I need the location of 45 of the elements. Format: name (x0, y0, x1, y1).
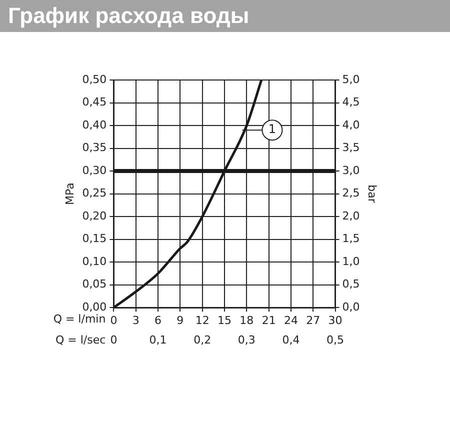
x-tick-label: 9 (176, 314, 184, 328)
x2-tick-label: 0,2 (194, 333, 212, 346)
y-tick-label: 0,50 (82, 72, 107, 86)
x-tick-label: 0 (110, 314, 118, 328)
x-tick-label: 18 (240, 314, 254, 328)
y2-axis-title: bar (366, 184, 379, 204)
x2-tick-label: 0,1 (149, 333, 167, 346)
chart-title: График расхода воды (0, 0, 450, 32)
x-tick-label: 27 (306, 314, 320, 328)
y-tick-label: 0,45 (82, 96, 107, 109)
y2-tick-label: 1,0 (342, 254, 360, 268)
y2-tick-label: 2,5 (342, 186, 360, 200)
y-tick-label: 0,25 (82, 186, 107, 200)
y-tick-label: 0,30 (82, 164, 107, 177)
y2-tick-label: 4,5 (342, 96, 360, 109)
x-tick-label: 6 (154, 314, 162, 328)
y2-tick-label: 2,0 (342, 209, 360, 222)
y-tick-label: 0,05 (82, 278, 107, 291)
x-tick-label: 30 (328, 314, 342, 328)
y-tick-label: 0,35 (82, 141, 107, 154)
x2-tick-label: 0,5 (326, 333, 344, 346)
x2-axis-title: Q = l/sec (56, 334, 106, 347)
y-axis-title: MPa (63, 182, 76, 205)
y2-tick-label: 0,0 (342, 300, 360, 314)
y2-tick-label: 5,0 (342, 72, 360, 86)
x2-tick-label: 0,4 (282, 333, 300, 346)
x-tick-label: 21 (262, 314, 276, 328)
x-tick-label: 3 (132, 314, 140, 328)
y-tick-label: 0,00 (82, 300, 107, 314)
y-tick-label: 0,15 (82, 232, 107, 246)
y-tick-label: 0,10 (82, 254, 107, 268)
y2-tick-label: 3,5 (342, 141, 360, 154)
x2-tick-label: 0 (110, 333, 118, 346)
y-tick-label: 0,20 (82, 209, 107, 222)
y2-tick-label: 1,5 (342, 232, 360, 246)
x-tick-label: 24 (284, 314, 298, 328)
y-tick-label: 0,40 (82, 118, 107, 132)
y2-tick-label: 0,5 (342, 278, 360, 291)
x2-tick-label: 0,3 (238, 333, 256, 346)
annotation: 1 (268, 122, 276, 136)
y2-tick-label: 4,0 (342, 118, 360, 132)
x-axis-title: Q = l/min (53, 312, 106, 326)
y2-tick-label: 3,0 (342, 164, 360, 177)
x-tick-label: 12 (195, 314, 210, 328)
x-tick-label: 15 (218, 314, 232, 328)
